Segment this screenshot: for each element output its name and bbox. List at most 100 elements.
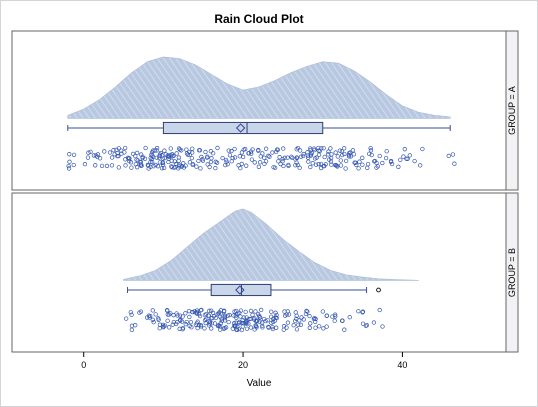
- rain-point: [111, 148, 116, 153]
- rain-point: [150, 308, 155, 313]
- rain-point: [109, 155, 115, 160]
- x-axis-label: Value: [247, 378, 272, 389]
- rain-point: [272, 318, 278, 323]
- rain-point: [257, 315, 263, 320]
- rain-point: [347, 151, 352, 156]
- rain-point: [95, 152, 101, 157]
- rain-point: [162, 155, 167, 161]
- rain-point: [368, 148, 374, 153]
- rain-point: [365, 161, 371, 167]
- rain-point: [205, 162, 210, 167]
- rain-point: [149, 159, 155, 165]
- rain-point: [244, 321, 249, 326]
- rain-point: [169, 165, 175, 170]
- rain-point: [214, 160, 220, 165]
- rain-point: [85, 155, 91, 160]
- rain-point: [183, 322, 188, 327]
- rain-point: [190, 161, 196, 167]
- rain-point: [342, 151, 347, 157]
- rain-point: [226, 319, 231, 325]
- rain-point: [207, 321, 213, 326]
- rain-point: [316, 145, 321, 151]
- rain-point: [116, 146, 122, 151]
- rain-point: [142, 156, 148, 161]
- rain-point: [157, 160, 163, 165]
- rain-point: [184, 147, 189, 152]
- rain-point: [239, 327, 245, 333]
- rain-point: [312, 147, 317, 153]
- rain-point: [208, 149, 214, 154]
- rain-point: [178, 318, 183, 323]
- rain-point: [308, 164, 313, 170]
- rain-point: [189, 325, 194, 330]
- rain-point: [198, 308, 203, 313]
- rain-point: [167, 312, 172, 317]
- rain-point: [452, 161, 457, 166]
- rain-point: [312, 315, 317, 321]
- rain-point: [253, 323, 258, 328]
- rain-point: [127, 158, 132, 164]
- rain-point: [154, 148, 159, 153]
- rain-point: [168, 311, 173, 316]
- rain-point: [160, 160, 165, 166]
- rain-point: [252, 327, 257, 332]
- rain-point: [109, 163, 115, 168]
- rain-point: [177, 313, 183, 318]
- rain-point: [360, 321, 366, 326]
- rain-point: [275, 147, 280, 152]
- rain-point: [369, 152, 374, 158]
- rain-point: [297, 318, 302, 323]
- rain-point: [255, 318, 260, 323]
- rain-point: [202, 317, 208, 323]
- chart-title: Rain Cloud Plot: [214, 12, 303, 26]
- rain-point: [222, 318, 228, 323]
- rain-point: [116, 153, 121, 159]
- rain-point: [303, 311, 309, 317]
- rain-point: [407, 153, 412, 158]
- rain-point: [292, 318, 298, 324]
- rain-point: [281, 146, 286, 151]
- rain-point: [314, 155, 319, 160]
- rain-point: [383, 155, 389, 161]
- rain-point: [206, 313, 211, 318]
- rain-point: [165, 318, 170, 323]
- mean-marker: [235, 123, 246, 133]
- rain-point: [330, 314, 335, 319]
- rain-point: [119, 148, 124, 153]
- rain-point: [401, 154, 406, 159]
- rain-point: [209, 326, 214, 331]
- rain-point: [291, 323, 296, 328]
- rain-point: [187, 314, 192, 320]
- rain-point: [295, 162, 300, 168]
- rain-point: [322, 154, 327, 160]
- rain-point: [192, 309, 197, 314]
- rain-point: [313, 325, 318, 330]
- rain-point: [197, 313, 203, 319]
- rain-point: [196, 158, 201, 164]
- rain-point: [338, 163, 344, 168]
- rain-point: [221, 326, 227, 332]
- rain-point: [238, 308, 244, 313]
- rain-point: [165, 308, 170, 313]
- rain-point: [209, 156, 214, 161]
- rain-point: [249, 157, 255, 162]
- rain-point: [307, 325, 312, 330]
- rain-point: [347, 315, 352, 320]
- rain-point: [212, 321, 218, 326]
- rain-point: [388, 159, 394, 164]
- rain-point: [405, 156, 410, 161]
- rain-point: [180, 325, 186, 331]
- rain-point: [316, 148, 321, 153]
- rain-point: [198, 324, 204, 329]
- rain-point: [263, 318, 268, 324]
- rain-point: [329, 162, 334, 167]
- rain-point: [179, 164, 184, 169]
- rain-point: [254, 319, 259, 324]
- rain-point: [235, 324, 240, 329]
- rain-point: [356, 309, 361, 314]
- rain-point: [148, 164, 153, 170]
- rain-point: [174, 151, 179, 156]
- rain-point: [321, 146, 326, 151]
- rain-point: [340, 152, 345, 158]
